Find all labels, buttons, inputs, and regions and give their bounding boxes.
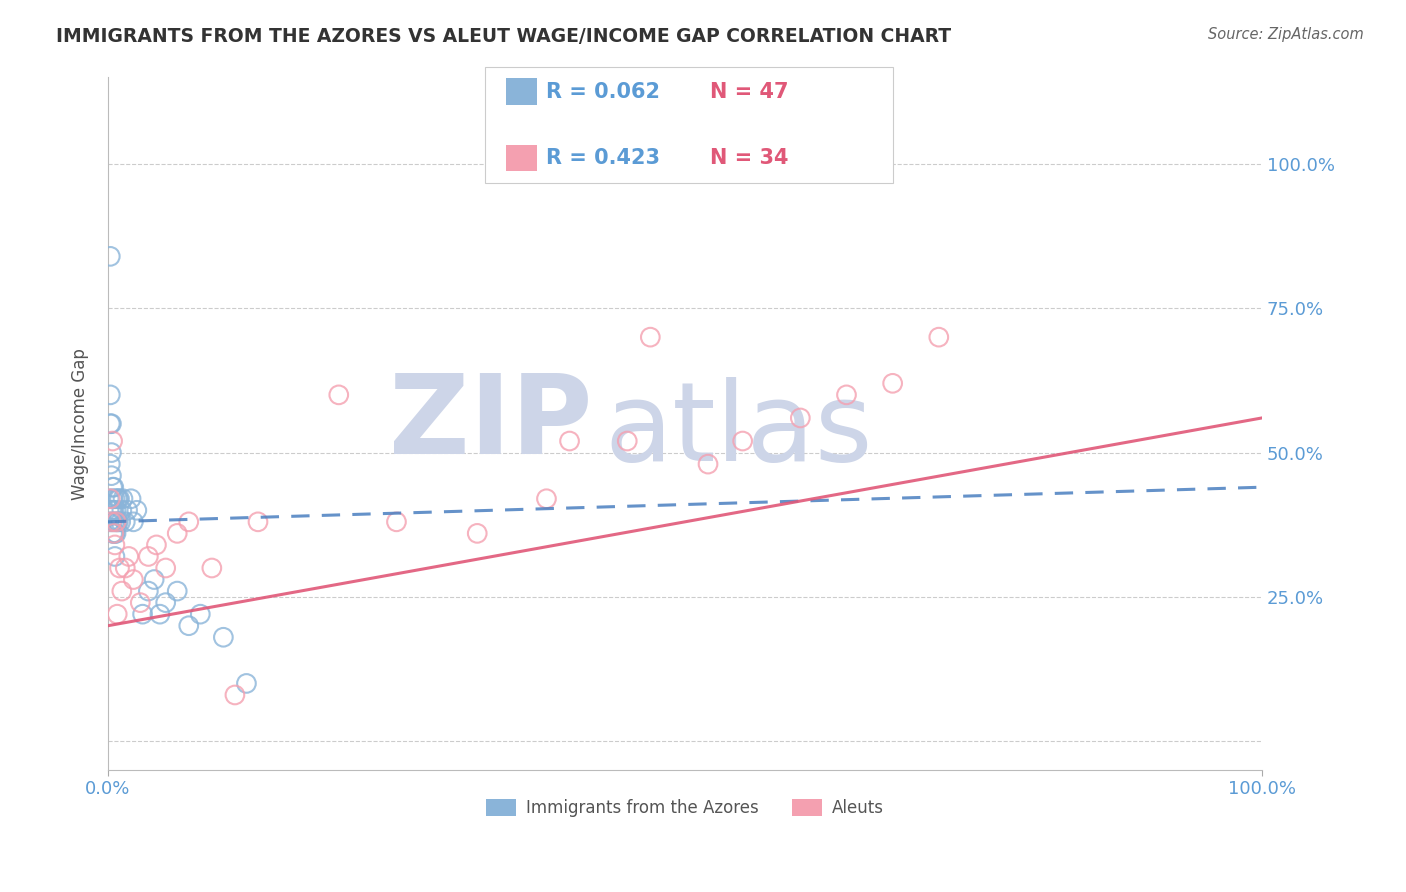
- Point: [697, 457, 720, 471]
- Point: [110, 515, 132, 529]
- Point: [385, 515, 408, 529]
- Point: [731, 434, 754, 448]
- Point: [107, 515, 129, 529]
- Point: [235, 676, 257, 690]
- Text: N = 34: N = 34: [710, 148, 789, 168]
- Point: [111, 584, 134, 599]
- Point: [166, 526, 188, 541]
- Point: [105, 515, 128, 529]
- Legend: Immigrants from the Azores, Aleuts: Immigrants from the Azores, Aleuts: [479, 792, 890, 824]
- Text: R = 0.062: R = 0.062: [546, 82, 659, 102]
- Text: IMMIGRANTS FROM THE AZORES VS ALEUT WAGE/INCOME GAP CORRELATION CHART: IMMIGRANTS FROM THE AZORES VS ALEUT WAGE…: [56, 27, 952, 45]
- Point: [98, 417, 121, 431]
- Point: [104, 538, 127, 552]
- Point: [105, 491, 128, 506]
- Point: [98, 491, 121, 506]
- Point: [117, 503, 139, 517]
- Point: [105, 607, 128, 622]
- Point: [107, 491, 129, 506]
- Point: [114, 561, 136, 575]
- Point: [103, 503, 125, 517]
- Text: R = 0.423: R = 0.423: [546, 148, 659, 168]
- Point: [155, 561, 177, 575]
- Point: [835, 388, 858, 402]
- Point: [111, 503, 134, 517]
- Point: [789, 411, 811, 425]
- Point: [101, 503, 124, 517]
- Point: [103, 480, 125, 494]
- Point: [104, 526, 127, 541]
- Point: [212, 630, 235, 644]
- Point: [101, 491, 124, 506]
- Point: [98, 491, 121, 506]
- Point: [120, 491, 142, 506]
- Point: [177, 515, 200, 529]
- Point: [103, 526, 125, 541]
- Point: [98, 249, 121, 263]
- Point: [131, 607, 153, 622]
- Point: [224, 688, 246, 702]
- Point: [104, 515, 127, 529]
- Point: [104, 491, 127, 506]
- Point: [177, 618, 200, 632]
- Point: [122, 573, 145, 587]
- Point: [101, 515, 124, 529]
- Point: [100, 515, 122, 529]
- Point: [143, 573, 166, 587]
- Point: [616, 434, 638, 448]
- Text: atlas: atlas: [605, 377, 873, 484]
- Point: [155, 596, 177, 610]
- Point: [536, 491, 558, 506]
- Point: [100, 417, 122, 431]
- Point: [108, 491, 131, 506]
- Point: [166, 584, 188, 599]
- Point: [882, 376, 904, 391]
- Text: N = 47: N = 47: [710, 82, 789, 102]
- Point: [188, 607, 211, 622]
- Point: [129, 596, 152, 610]
- Point: [125, 503, 148, 517]
- Point: [201, 561, 224, 575]
- Point: [122, 515, 145, 529]
- Point: [640, 330, 662, 344]
- Point: [118, 549, 141, 564]
- Point: [108, 561, 131, 575]
- Point: [100, 468, 122, 483]
- Point: [105, 526, 128, 541]
- Point: [100, 503, 122, 517]
- Point: [98, 388, 121, 402]
- Point: [465, 526, 488, 541]
- Point: [138, 584, 160, 599]
- Point: [98, 515, 121, 529]
- Point: [100, 445, 122, 459]
- Point: [105, 503, 128, 517]
- Point: [103, 526, 125, 541]
- Point: [928, 330, 950, 344]
- Point: [558, 434, 581, 448]
- Point: [105, 515, 128, 529]
- Point: [246, 515, 269, 529]
- Point: [101, 480, 124, 494]
- Point: [138, 549, 160, 564]
- Point: [111, 491, 134, 506]
- Y-axis label: Wage/Income Gap: Wage/Income Gap: [72, 348, 89, 500]
- Point: [101, 434, 124, 448]
- Text: Source: ZipAtlas.com: Source: ZipAtlas.com: [1208, 27, 1364, 42]
- Point: [149, 607, 172, 622]
- Point: [145, 538, 167, 552]
- Point: [328, 388, 350, 402]
- Point: [98, 457, 121, 471]
- Point: [114, 515, 136, 529]
- Point: [101, 526, 124, 541]
- Point: [104, 549, 127, 564]
- Text: ZIP: ZIP: [389, 370, 593, 477]
